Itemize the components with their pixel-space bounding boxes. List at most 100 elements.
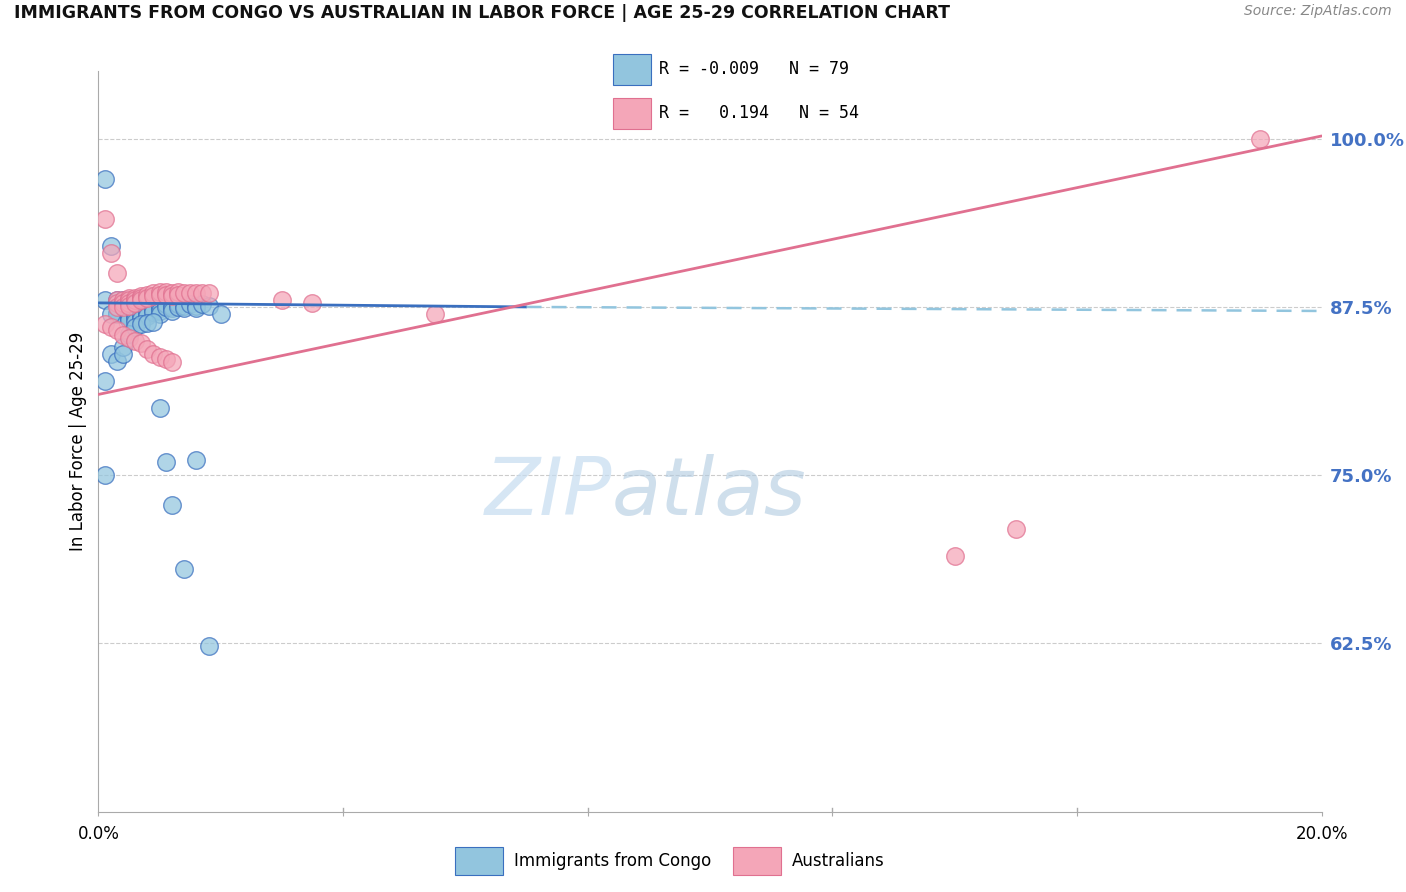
Point (93, 374, 115, 388)
Point (191, 286, 214, 301)
Point (423, 307, 446, 321)
Point (173, 301, 195, 316)
Point (136, 291, 159, 305)
Text: R = -0.009   N = 79: R = -0.009 N = 79 (659, 61, 849, 78)
Point (160, 299, 183, 313)
Point (124, 315, 146, 329)
Point (105, 300, 128, 314)
Point (105, 323, 128, 337)
Point (142, 286, 165, 301)
Point (160, 355, 183, 369)
Point (111, 340, 134, 354)
Y-axis label: In Labor Force | Age 25-29: In Labor Force | Age 25-29 (69, 332, 87, 551)
Point (129, 289, 152, 303)
Point (142, 297, 165, 311)
Point (155, 288, 177, 302)
Point (111, 300, 134, 314)
Point (173, 562, 195, 576)
Point (105, 293, 128, 308)
Point (124, 304, 146, 318)
Point (118, 293, 141, 308)
Point (105, 307, 128, 321)
Point (136, 310, 159, 324)
Point (160, 498, 183, 512)
Point (111, 347, 134, 361)
Point (160, 286, 183, 301)
Point (186, 453, 208, 467)
Point (149, 301, 172, 316)
Point (118, 301, 141, 316)
Point (173, 286, 195, 301)
Point (149, 285, 172, 299)
Point (100, 320, 122, 334)
Point (124, 293, 146, 308)
Point (124, 301, 146, 316)
Point (118, 313, 141, 327)
Point (186, 286, 208, 301)
Point (118, 312, 141, 326)
Point (155, 300, 177, 314)
Point (129, 310, 152, 324)
Point (111, 299, 134, 313)
Bar (733, 847, 782, 875)
Point (197, 299, 219, 313)
Text: R =   0.194   N = 54: R = 0.194 N = 54 (659, 104, 859, 122)
Point (179, 286, 201, 301)
Text: atlas: atlas (612, 454, 807, 533)
Text: Immigrants from Congo: Immigrants from Congo (515, 852, 711, 870)
Point (124, 334, 146, 348)
Point (1249, 131, 1271, 145)
Point (155, 285, 177, 299)
Point (149, 299, 172, 313)
Point (111, 300, 134, 314)
Point (111, 293, 134, 308)
Point (160, 289, 183, 303)
Point (118, 331, 141, 345)
Point (142, 315, 165, 329)
Point (197, 639, 219, 653)
Point (111, 296, 134, 310)
Point (149, 350, 172, 364)
Point (93, 468, 115, 483)
Point (93, 212, 115, 227)
Point (136, 304, 159, 318)
Point (129, 297, 152, 311)
Point (160, 301, 183, 316)
Point (186, 301, 208, 316)
Bar (456, 847, 503, 875)
Point (105, 266, 128, 280)
Point (118, 300, 141, 314)
Point (93, 293, 115, 308)
Point (142, 302, 165, 317)
Point (111, 328, 134, 343)
Point (124, 300, 146, 314)
Point (155, 297, 177, 311)
Point (167, 297, 190, 311)
Point (155, 455, 177, 469)
Point (124, 310, 146, 324)
Point (142, 289, 165, 303)
Point (118, 299, 141, 313)
Text: Source: ZipAtlas.com: Source: ZipAtlas.com (1244, 4, 1392, 19)
Point (301, 296, 323, 310)
Point (111, 300, 134, 314)
Point (124, 296, 146, 310)
Point (129, 302, 152, 317)
Text: 20.0%: 20.0% (1295, 825, 1348, 843)
Point (100, 347, 122, 361)
Point (100, 246, 122, 260)
Point (118, 304, 141, 318)
Point (129, 293, 152, 308)
Text: ZIP: ZIP (485, 454, 612, 533)
Point (136, 307, 159, 321)
Point (93, 172, 115, 186)
Point (105, 293, 128, 308)
Point (149, 307, 172, 321)
Point (142, 300, 165, 314)
Text: Australians: Australians (792, 852, 884, 870)
Point (186, 299, 208, 313)
Point (129, 336, 152, 351)
Point (105, 353, 128, 368)
Point (136, 342, 159, 356)
Point (270, 293, 292, 308)
